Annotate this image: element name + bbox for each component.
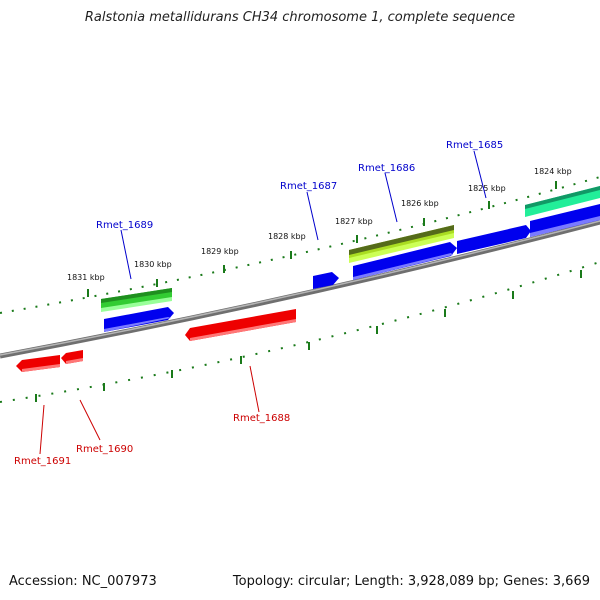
tick-label-1831: 1831 kbp xyxy=(67,273,105,282)
tick-label-1825: 1825 kbp xyxy=(468,184,506,193)
gene-label-rmet-1685[interactable]: Rmet_1685 xyxy=(446,140,503,151)
tick-label-1829: 1829 kbp xyxy=(201,247,239,256)
accession-text: Accession: NC_007973 xyxy=(9,574,157,589)
forward-cds-track xyxy=(104,204,600,332)
tick-label-1827: 1827 kbp xyxy=(335,217,373,226)
gene-label-rmet-1691[interactable]: Rmet_1691 xyxy=(14,456,71,467)
label-leaders xyxy=(39,150,487,455)
sequence-summary: Topology: circular; Length: 3,928,089 bp… xyxy=(232,574,590,589)
feature-track-upper xyxy=(101,186,600,312)
gene-label-rmet-1686[interactable]: Rmet_1686 xyxy=(358,163,415,174)
major-ticks-upper xyxy=(87,181,557,297)
chromosome-backbone xyxy=(0,219,600,359)
major-ticks-lower xyxy=(35,270,582,402)
gene-label-rmet-1690[interactable]: Rmet_1690 xyxy=(76,444,133,455)
cds-rmet-1685[interactable] xyxy=(457,225,531,254)
reverse-cds-track xyxy=(16,309,296,372)
cds-rmet-1688[interactable] xyxy=(185,309,296,341)
cds-rmet-1687[interactable] xyxy=(313,272,339,289)
cds-rmet-1686[interactable] xyxy=(353,242,457,280)
tick-label-1824: 1824 kbp xyxy=(534,167,572,176)
tick-label-1826: 1826 kbp xyxy=(401,199,439,208)
gene-label-rmet-1688[interactable]: Rmet_1688 xyxy=(233,413,290,424)
tick-label-1828: 1828 kbp xyxy=(268,232,306,241)
gene-label-rmet-1689[interactable]: Rmet_1689 xyxy=(96,220,153,231)
map-title: Ralstonia metallidurans CH34 chromosome … xyxy=(84,10,516,25)
gene-label-rmet-1687[interactable]: Rmet_1687 xyxy=(280,181,337,192)
tick-label-1830: 1830 kbp xyxy=(134,260,172,269)
upper-tick-track xyxy=(0,176,600,314)
lower-tick-track xyxy=(0,261,600,403)
